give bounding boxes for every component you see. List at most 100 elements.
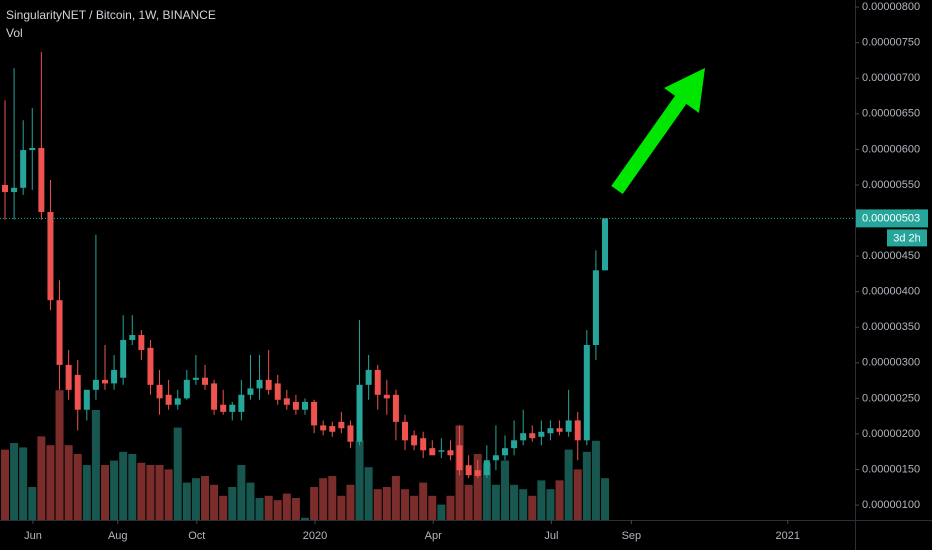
volume-bar <box>482 462 491 520</box>
volume-bar <box>264 495 273 520</box>
candle-body <box>147 347 154 385</box>
volume-bar <box>46 445 55 520</box>
candle-body <box>256 379 263 389</box>
volume-bar <box>564 449 573 520</box>
volume-bar <box>119 451 128 520</box>
candle-body <box>429 448 436 456</box>
candle-body <box>120 340 127 378</box>
volume-bar <box>301 517 309 520</box>
arrow-head <box>664 68 705 113</box>
candle-body <box>83 389 90 410</box>
candle-body <box>2 184 8 193</box>
last-price-box <box>856 209 928 228</box>
y-tick-label: 0.00000800 <box>862 1 920 13</box>
candle-body <box>56 300 63 365</box>
candle-body <box>156 384 163 399</box>
candle-body <box>38 147 45 212</box>
volume-bar <box>582 451 591 520</box>
y-tick-label: 0.00000600 <box>862 143 920 155</box>
y-tick-label: 0.00000300 <box>862 357 920 369</box>
volume-bar <box>282 493 291 520</box>
candle-body <box>165 394 172 405</box>
volume-bar <box>319 478 328 520</box>
volume-bar <box>273 500 282 520</box>
countdown-box <box>887 229 927 247</box>
volume-bar <box>373 489 382 520</box>
candle-body <box>102 379 108 384</box>
candle-body <box>11 187 18 193</box>
volume-bar <box>246 482 255 520</box>
volume-bar <box>155 465 164 520</box>
x-tick-label: 2020 <box>303 530 327 542</box>
volume-bar <box>237 465 246 520</box>
volume-bar <box>428 495 437 520</box>
volume-bar <box>573 469 582 520</box>
volume-bar <box>355 440 364 520</box>
volume-bar <box>173 427 182 520</box>
volume-bar <box>128 454 137 520</box>
volume-bar <box>546 489 555 520</box>
volume-bar <box>437 504 446 520</box>
volume-bar <box>19 447 28 520</box>
candle-body <box>529 433 536 439</box>
volume-bar <box>601 478 609 520</box>
candle-body <box>356 384 363 442</box>
candle-body <box>483 460 490 476</box>
volume-bar <box>210 484 219 520</box>
candle-body <box>283 398 290 405</box>
candle-body <box>474 470 481 476</box>
volume-bar <box>591 440 600 520</box>
volume-bar <box>464 484 473 520</box>
candle-body <box>329 426 336 432</box>
candle-body <box>320 425 327 431</box>
candle-body <box>574 420 581 441</box>
y-tick-label: 0.00000750 <box>862 37 920 49</box>
candle-body <box>338 421 345 429</box>
y-tick-label: 0.00000200 <box>862 428 920 440</box>
volume-bar <box>528 495 537 520</box>
volume-bar <box>337 495 346 520</box>
candle-body <box>247 388 254 395</box>
candle-body <box>438 450 445 452</box>
candle-body <box>292 401 299 410</box>
volume-bar <box>419 482 428 520</box>
volume-bar <box>191 478 200 520</box>
candle-body <box>456 445 463 471</box>
volume-bar <box>146 465 155 520</box>
volume-bar <box>473 454 482 520</box>
candle-body <box>265 379 272 390</box>
candle-body <box>74 374 81 410</box>
candle-body <box>229 404 236 412</box>
volume-bar <box>91 410 100 520</box>
volume-bar <box>110 460 119 520</box>
arrow-shaft <box>611 93 688 195</box>
candle-body <box>211 383 218 410</box>
candle-body <box>65 364 72 390</box>
volume-bar <box>55 390 64 520</box>
volume-bar <box>410 495 419 520</box>
volume-bar <box>310 487 319 520</box>
candle-body <box>20 150 27 188</box>
candle-body <box>274 383 281 400</box>
candle-body <box>311 401 318 426</box>
candle-body <box>520 433 527 441</box>
countdown-label: 3d 2h <box>893 232 921 244</box>
plot-area <box>1 51 609 520</box>
volume-bar <box>73 454 82 520</box>
volume-bar <box>291 498 300 520</box>
volume-bar <box>346 484 355 520</box>
y-tick-label: 0.00000650 <box>862 108 920 120</box>
volume-bar <box>519 489 528 520</box>
candle-body <box>183 379 190 399</box>
candle-body <box>383 394 390 399</box>
x-tick-label: Oct <box>188 530 205 542</box>
candle-body <box>111 369 118 384</box>
y-tick-label: 0.00000700 <box>862 72 920 84</box>
y-tick-label: 0.00000350 <box>862 321 920 333</box>
candle-body <box>138 335 145 350</box>
arrow-annotation <box>611 68 705 195</box>
volume-bar <box>401 489 409 520</box>
volume-bar <box>255 498 264 520</box>
candle-body <box>465 465 472 476</box>
